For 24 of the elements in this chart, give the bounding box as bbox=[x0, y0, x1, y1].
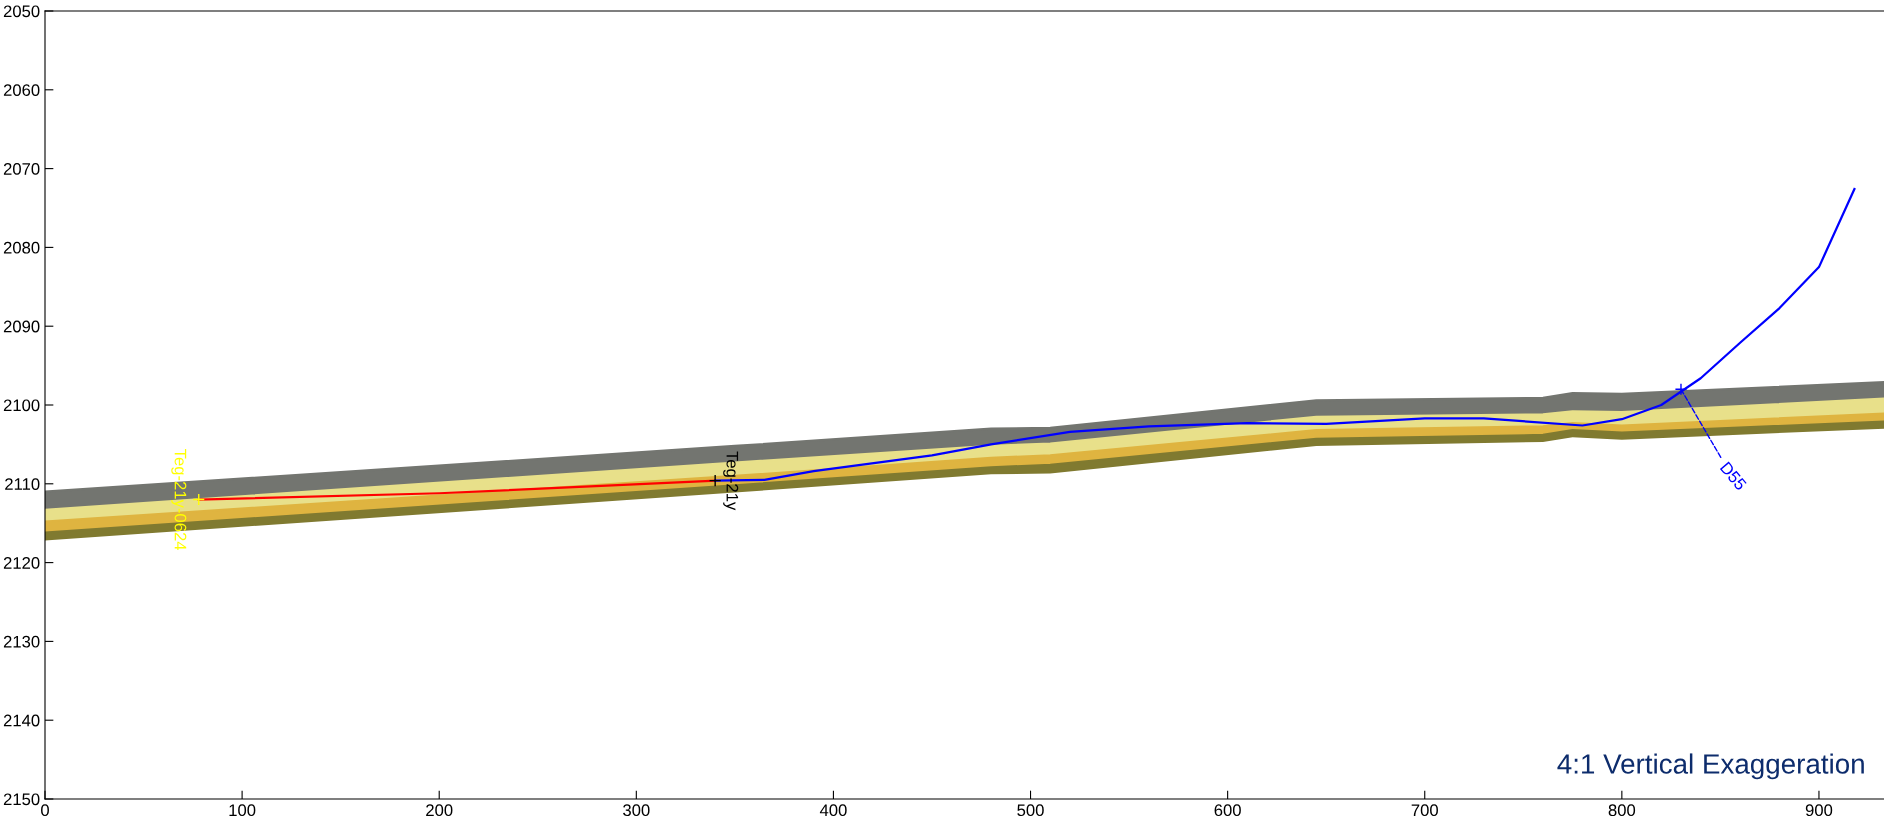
y-tick-label: 2110 bbox=[5, 478, 40, 490]
y-tick-label: 2050 bbox=[3, 5, 40, 18]
x-tick-label: 900 bbox=[1805, 804, 1833, 817]
annotation: 4:1 Vertical Exaggeration bbox=[1557, 753, 1864, 780]
x-tick-label: 700 bbox=[1411, 804, 1438, 817]
annotation: Teg-21y-0624 bbox=[171, 448, 187, 551]
annotation: Teg-21y bbox=[723, 451, 739, 511]
x-tick-label: 300 bbox=[623, 804, 650, 817]
y-tick-label: 2120 bbox=[3, 557, 40, 569]
y-tick-label: 2100 bbox=[3, 399, 40, 412]
x-tick-label: 600 bbox=[1214, 804, 1241, 817]
y-tick-label: 2080 bbox=[3, 241, 40, 254]
x-tick-label: 0 bbox=[41, 804, 49, 817]
x-tick-label: 200 bbox=[426, 804, 453, 817]
y-tick-label: 2070 bbox=[3, 163, 40, 175]
x-tick-label: 400 bbox=[819, 804, 847, 817]
y-tick-label: 2060 bbox=[3, 84, 40, 96]
x-tick-label: 800 bbox=[1608, 804, 1636, 817]
y-tick-label: 2150 bbox=[3, 793, 40, 806]
y-tick-label: 2140 bbox=[3, 714, 40, 727]
x-tick-label: 100 bbox=[229, 804, 256, 817]
y-tick-label: 2130 bbox=[3, 635, 40, 648]
y-tick-label: 2090 bbox=[3, 320, 40, 333]
x-tick-label: 500 bbox=[1017, 804, 1044, 817]
